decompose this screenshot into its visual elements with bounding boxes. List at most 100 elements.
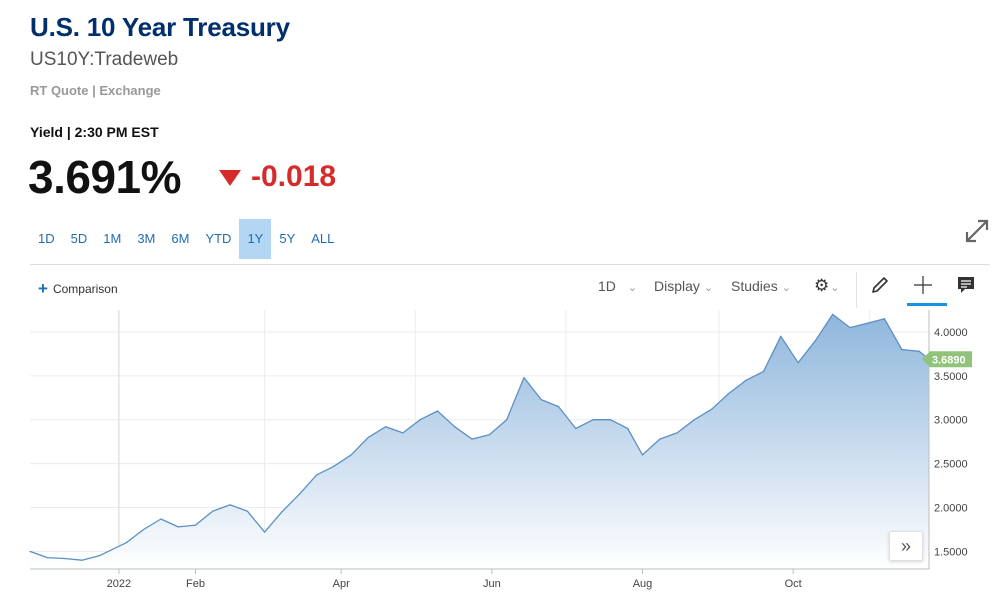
series-area — [30, 314, 929, 569]
chevron-down-icon: ⌄ — [830, 282, 840, 294]
data-point — [315, 474, 318, 476]
toolbar-separator — [856, 272, 857, 308]
x-tick-label: Jun — [483, 578, 501, 590]
data-point — [160, 518, 162, 520]
scroll-forward-button[interactable]: » — [889, 531, 923, 561]
x-tick-label: Feb — [186, 578, 205, 590]
range-button-ytd[interactable]: YTD — [205, 231, 232, 246]
data-point — [745, 379, 747, 381]
x-tick-label: Aug — [633, 578, 653, 590]
data-point — [901, 348, 903, 351]
data-point — [540, 398, 542, 401]
range-button-3m[interactable]: 3M — [137, 231, 156, 246]
data-point — [523, 377, 525, 379]
data-point — [402, 432, 404, 434]
interval-label: 1D — [598, 278, 616, 294]
data-point — [693, 419, 695, 421]
data-point — [676, 432, 678, 434]
data-point — [627, 427, 629, 430]
range-button-1m[interactable]: 1M — [103, 231, 122, 246]
data-point — [814, 340, 816, 342]
data-point — [281, 511, 283, 513]
data-point — [350, 454, 352, 456]
data-point — [46, 556, 48, 559]
range-button-1y[interactable]: 1Y — [239, 219, 272, 259]
studies-dropdown[interactable]: Studies ⌄ — [731, 278, 791, 294]
x-tick-label: Oct — [785, 578, 802, 590]
settings-dropdown[interactable]: ⚙⌄ — [814, 276, 839, 296]
last-price: 3.691% — [28, 151, 182, 203]
price-change: -0.018 — [251, 160, 337, 193]
data-point — [298, 493, 300, 495]
y-tick-label: 3.0000 — [934, 415, 968, 427]
data-point — [246, 510, 248, 512]
data-point — [866, 322, 868, 324]
range-button-5d[interactable]: 5D — [70, 231, 88, 246]
plus-icon: + — [38, 279, 48, 298]
active-tool-indicator — [907, 303, 947, 306]
ticker-symbol: US10Y:Tradeweb — [30, 49, 179, 70]
data-point — [762, 370, 765, 373]
range-button-6m[interactable]: 6M — [171, 231, 190, 246]
data-point — [194, 524, 197, 526]
data-point — [143, 528, 145, 531]
data-point — [780, 335, 782, 337]
last-value-badge — [922, 351, 972, 368]
display-label: Display — [654, 278, 700, 294]
data-point — [333, 465, 335, 467]
data-point — [659, 438, 661, 440]
pencil-icon[interactable] — [869, 274, 891, 296]
data-point — [125, 542, 127, 544]
data-point — [419, 419, 421, 421]
data-point — [212, 510, 214, 512]
range-button-5y[interactable]: 5Y — [279, 231, 296, 246]
data-point — [711, 408, 713, 410]
data-point — [557, 405, 560, 408]
down-arrow-icon — [219, 170, 241, 186]
y-tick-label: 3.5000 — [934, 371, 968, 383]
range-button-all[interactable]: ALL — [311, 231, 335, 246]
data-point — [63, 557, 66, 560]
chevron-down-icon: ⌄ — [627, 282, 638, 294]
data-point — [506, 419, 508, 421]
data-point — [98, 555, 100, 557]
data-point — [436, 410, 439, 412]
time-range-selector: 1D 5D 1M 3M 6M YTD 1Y 5Y ALL — [30, 219, 342, 259]
data-point — [177, 526, 179, 528]
data-point — [849, 326, 851, 329]
comparison-button[interactable]: + Comparison — [38, 279, 118, 298]
yield-timestamp: Yield | 2:30 PM EST — [30, 124, 159, 140]
chevron-down-icon: ⌄ — [703, 282, 714, 294]
interval-dropdown[interactable]: 1D ⌄ — [598, 278, 637, 294]
y-tick-label: 2.0000 — [934, 503, 968, 515]
data-point — [229, 504, 231, 506]
data-point — [264, 531, 266, 533]
crosshair-icon[interactable] — [912, 274, 934, 296]
comparison-label: Comparison — [52, 282, 118, 296]
data-point — [609, 419, 611, 421]
expand-icon[interactable] — [964, 218, 990, 244]
divider — [30, 264, 990, 265]
comment-icon[interactable] — [955, 274, 977, 296]
chevron-down-icon: ⌄ — [781, 282, 791, 294]
data-point — [575, 427, 577, 430]
data-point — [81, 559, 83, 561]
data-point — [797, 362, 799, 364]
data-point — [454, 426, 456, 428]
x-tick-label: Apr — [333, 578, 350, 590]
data-point — [471, 438, 473, 440]
x-tick-label: 2022 — [107, 578, 131, 590]
data-point — [728, 392, 730, 395]
data-point — [641, 454, 644, 456]
display-dropdown[interactable]: Display ⌄ — [654, 278, 713, 294]
quote-meta: RT Quote | Exchange — [30, 83, 161, 98]
y-tick-label: 1.5000 — [934, 546, 968, 558]
data-point — [367, 436, 369, 438]
data-point — [883, 318, 886, 320]
last-value-label: 3.6890 — [932, 354, 966, 366]
studies-label: Studies — [731, 278, 778, 294]
range-button-1d[interactable]: 1D — [38, 231, 55, 246]
y-tick-label: 4.0000 — [934, 327, 968, 339]
data-point — [29, 550, 31, 553]
